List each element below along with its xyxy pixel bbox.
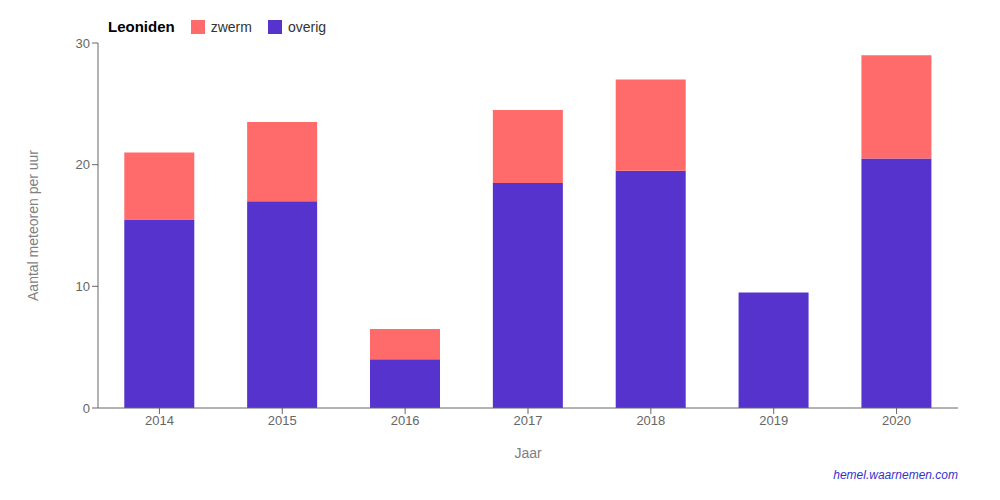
svg-text:Jaar: Jaar [514, 445, 542, 461]
svg-text:2014: 2014 [145, 413, 174, 428]
svg-text:20: 20 [76, 157, 90, 172]
html-text:overig: overig [287, 18, 326, 35]
html-text:Leoniden: Leoniden [108, 18, 175, 35]
svg-text:2017: 2017 [514, 413, 543, 428]
svg-text:10: 10 [76, 279, 90, 294]
html-text:zwerm: zwerm [210, 18, 252, 35]
svg-text:30: 30 [76, 36, 90, 51]
svg-text:2019: 2019 [759, 413, 788, 428]
svg-text:Aantal meteoren per uur: Aantal meteoren per uur [25, 150, 41, 301]
svg-text:2020: 2020 [882, 413, 911, 428]
svg-text:2015: 2015 [268, 413, 297, 428]
svg-text:2016: 2016 [391, 413, 420, 428]
svg-text:2018: 2018 [636, 413, 665, 428]
html-text:hemel.waarnemen.com: hemel.waarnemen.com [833, 468, 958, 482]
svg-text:0: 0 [83, 401, 90, 416]
